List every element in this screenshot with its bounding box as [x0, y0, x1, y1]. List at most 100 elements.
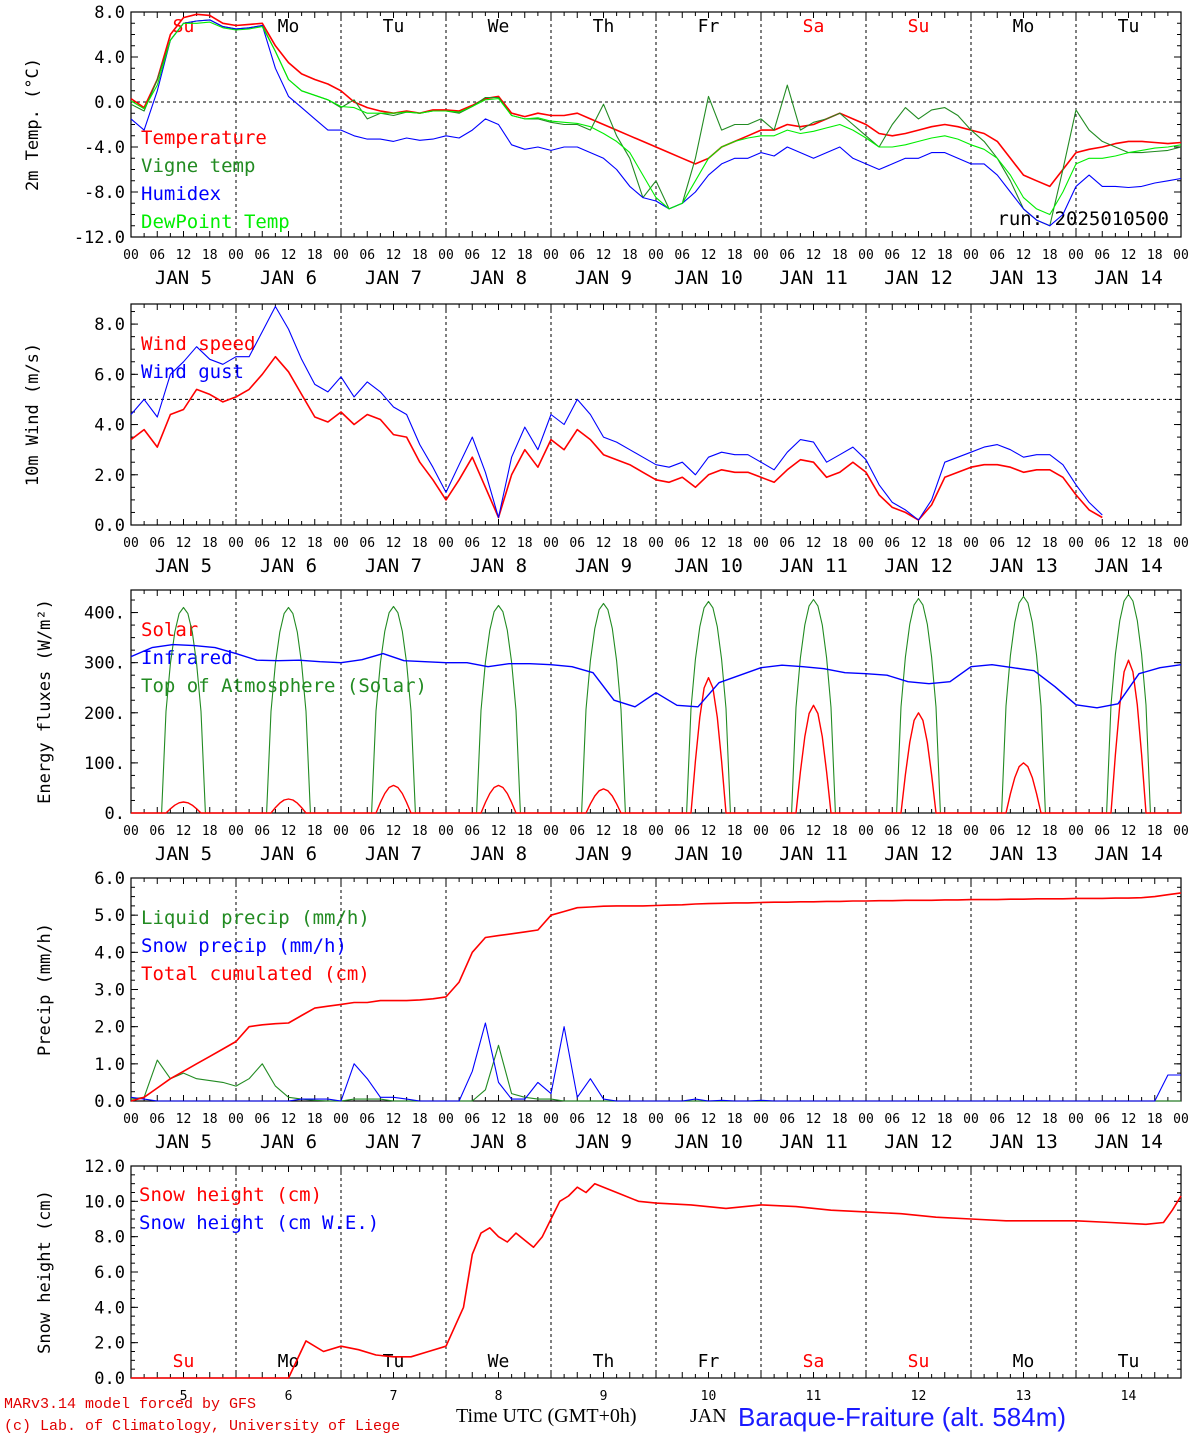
y-tick-label: 6.0	[94, 869, 125, 889]
y-tick-label: 4.0	[94, 943, 125, 963]
hour-tick-label: 00	[123, 536, 139, 551]
hour-tick-label: 06	[674, 1112, 690, 1127]
x-axis-title: Time UTC (GMT+0h)	[456, 1405, 637, 1427]
hour-tick-label: 12	[701, 536, 717, 551]
legend-entry: Wind gust	[141, 361, 244, 383]
hour-tick-label: 12	[386, 824, 402, 839]
hour-tick-label: 06	[989, 248, 1005, 263]
hour-tick-label: 12	[911, 248, 927, 263]
model-credit: MARv3.14 model forced by GFS	[4, 1396, 257, 1413]
day-of-week-label: We	[488, 16, 510, 37]
hour-tick-label: 06	[569, 824, 585, 839]
hour-tick-label: 00	[963, 1112, 979, 1127]
hour-tick-label: 00	[228, 536, 244, 551]
hour-tick-label: 00	[228, 824, 244, 839]
series-line-total-cumulated-cm-	[130, 892, 1182, 1102]
hour-tick-label: 00	[963, 248, 979, 263]
hour-tick-label: 06	[989, 824, 1005, 839]
hour-tick-label: 12	[281, 1112, 297, 1127]
hour-tick-label: 00	[1173, 248, 1189, 263]
date-label: JAN 5	[155, 555, 212, 577]
date-label: JAN 9	[575, 267, 632, 289]
day-of-week-label: Su	[173, 16, 195, 37]
series-line-wind-speed	[130, 355, 1103, 521]
y-tick-label: 6.0	[94, 365, 125, 385]
hour-tick-label: 18	[412, 1112, 428, 1127]
y-axis-label: Snow height (cm)	[35, 1190, 55, 1354]
date-label: JAN 8	[470, 1131, 527, 1153]
hour-tick-label: 00	[753, 536, 769, 551]
hour-tick-label: 18	[202, 536, 218, 551]
hour-tick-label: 12	[491, 536, 507, 551]
hour-tick-label: 00	[963, 824, 979, 839]
hour-tick-label: 06	[464, 1112, 480, 1127]
y-tick-label: 8.0	[94, 3, 125, 23]
legend-entry: Top of Atmosphere (Solar)	[141, 675, 427, 697]
date-number-label: 6	[285, 1389, 293, 1404]
date-label: JAN 6	[260, 555, 317, 577]
hour-tick-label: 18	[307, 248, 323, 263]
day-of-week-label: Sa	[803, 16, 825, 37]
hour-tick-label: 18	[832, 536, 848, 551]
y-tick-label: 1.0	[94, 1055, 125, 1075]
date-label: JAN 11	[779, 267, 848, 289]
hour-tick-label: 12	[1121, 536, 1137, 551]
hour-tick-label: 00	[858, 536, 874, 551]
y-tick-label: 5.0	[94, 906, 125, 926]
hour-tick-label: 12	[176, 536, 192, 551]
date-number-label: 12	[911, 1389, 927, 1404]
date-number-label: 5	[180, 1389, 188, 1404]
hour-tick-label: 18	[727, 824, 743, 839]
hour-tick-label: 00	[963, 536, 979, 551]
hour-tick-label: 12	[596, 824, 612, 839]
y-tick-label: -8.0	[84, 183, 125, 203]
hour-tick-label: 06	[989, 1112, 1005, 1127]
hour-tick-label: 00	[1068, 1112, 1084, 1127]
date-label: JAN 12	[884, 1131, 953, 1153]
hour-tick-label: 18	[1147, 248, 1163, 263]
hour-tick-label: 00	[333, 1112, 349, 1127]
x-axis-month: JAN	[690, 1405, 727, 1427]
date-label: JAN 9	[575, 843, 632, 865]
hour-tick-label: 06	[674, 248, 690, 263]
date-label: JAN 6	[260, 1131, 317, 1153]
hour-tick-label: 06	[464, 824, 480, 839]
hour-tick-label: 00	[753, 824, 769, 839]
day-of-week-label: Th	[593, 16, 615, 37]
date-label: JAN 5	[155, 267, 212, 289]
day-of-week-label: Fr	[698, 16, 720, 37]
hour-tick-label: 06	[1094, 824, 1110, 839]
legend-entry: Vigne temp	[141, 155, 255, 177]
lab-credit: (c) Lab. of Climatology, University of L…	[4, 1418, 401, 1435]
hour-tick-label: 00	[1068, 824, 1084, 839]
hour-tick-label: 12	[911, 536, 927, 551]
date-label: JAN 10	[674, 1131, 743, 1153]
hour-tick-label: 06	[884, 1112, 900, 1127]
hour-tick-label: 18	[412, 824, 428, 839]
hour-tick-label: 00	[753, 1112, 769, 1127]
hour-tick-label: 12	[911, 824, 927, 839]
hour-tick-label: 00	[648, 536, 664, 551]
hour-tick-label: 18	[832, 824, 848, 839]
y-axis-label: 10m Wind (m/s)	[23, 343, 43, 486]
hour-tick-label: 18	[622, 536, 638, 551]
day-of-week-label: Sa	[803, 1351, 825, 1372]
hour-tick-label: 12	[596, 248, 612, 263]
hour-tick-label: 18	[622, 248, 638, 263]
hour-tick-label: 12	[281, 248, 297, 263]
date-label: JAN 7	[365, 555, 422, 577]
date-label: JAN 9	[575, 555, 632, 577]
date-label: JAN 7	[365, 267, 422, 289]
date-label: JAN 12	[884, 843, 953, 865]
hour-tick-label: 18	[1147, 1112, 1163, 1127]
y-tick-label: 0.0	[94, 516, 125, 536]
day-of-week-label: Tu	[383, 1351, 405, 1372]
hour-tick-label: 06	[779, 824, 795, 839]
y-tick-label: 10.0	[84, 1192, 125, 1212]
hour-tick-label: 12	[176, 1112, 192, 1127]
hour-tick-label: 00	[753, 248, 769, 263]
hour-tick-label: 00	[1068, 536, 1084, 551]
hour-tick-label: 06	[149, 1112, 165, 1127]
date-label: JAN 14	[1094, 1131, 1163, 1153]
